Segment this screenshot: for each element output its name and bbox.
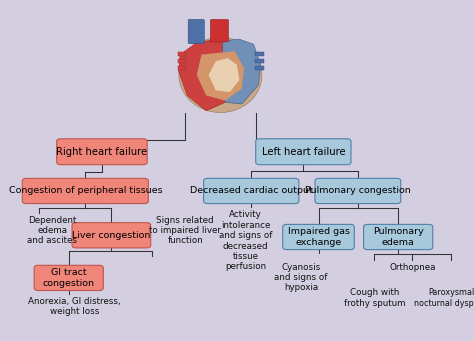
FancyBboxPatch shape xyxy=(315,178,401,204)
Ellipse shape xyxy=(179,38,262,113)
Text: Liver congestion: Liver congestion xyxy=(72,231,151,240)
Text: Dependent
edema
and ascites: Dependent edema and ascites xyxy=(27,216,77,245)
FancyBboxPatch shape xyxy=(283,224,354,250)
FancyBboxPatch shape xyxy=(255,139,351,165)
FancyBboxPatch shape xyxy=(255,59,264,63)
Text: Congestion of peripheral tissues: Congestion of peripheral tissues xyxy=(9,187,162,195)
Text: Activity
intolerance
and signs of
decreased
tissue
perfusion: Activity intolerance and signs of decrea… xyxy=(219,210,272,271)
Polygon shape xyxy=(223,39,261,104)
FancyBboxPatch shape xyxy=(57,139,147,165)
Polygon shape xyxy=(197,51,244,101)
Text: Cough with
frothy sputum: Cough with frothy sputum xyxy=(344,288,405,308)
FancyBboxPatch shape xyxy=(34,265,103,291)
Text: Orthopnea: Orthopnea xyxy=(389,263,436,271)
FancyBboxPatch shape xyxy=(72,223,151,248)
Text: GI tract
congestion: GI tract congestion xyxy=(43,268,95,287)
Text: Impaired gas
exchange: Impaired gas exchange xyxy=(288,227,349,247)
FancyBboxPatch shape xyxy=(188,19,204,44)
Text: Pulmonary congestion: Pulmonary congestion xyxy=(305,187,411,195)
FancyBboxPatch shape xyxy=(255,66,264,70)
Text: Decreased cardiac output: Decreased cardiac output xyxy=(190,187,312,195)
Polygon shape xyxy=(209,58,239,92)
FancyBboxPatch shape xyxy=(255,52,264,56)
Text: Signs related
to impaired liver
function: Signs related to impaired liver function xyxy=(149,216,221,245)
FancyBboxPatch shape xyxy=(364,224,433,250)
FancyBboxPatch shape xyxy=(178,52,186,56)
FancyBboxPatch shape xyxy=(210,19,228,42)
FancyBboxPatch shape xyxy=(22,178,148,204)
Text: Pulmonary
edema: Pulmonary edema xyxy=(373,227,424,247)
Text: Cyanosis
and signs of
hypoxia: Cyanosis and signs of hypoxia xyxy=(274,263,328,292)
Text: Paroxysmal
nocturnal dyspnea: Paroxysmal nocturnal dyspnea xyxy=(414,288,474,308)
FancyBboxPatch shape xyxy=(203,178,299,204)
Polygon shape xyxy=(179,39,225,111)
Text: Right heart failure: Right heart failure xyxy=(56,147,147,157)
FancyBboxPatch shape xyxy=(178,59,186,63)
Text: Left heart failure: Left heart failure xyxy=(262,147,345,157)
FancyBboxPatch shape xyxy=(178,66,186,70)
Text: Anorexia, GI distress,
weight loss: Anorexia, GI distress, weight loss xyxy=(28,297,121,316)
